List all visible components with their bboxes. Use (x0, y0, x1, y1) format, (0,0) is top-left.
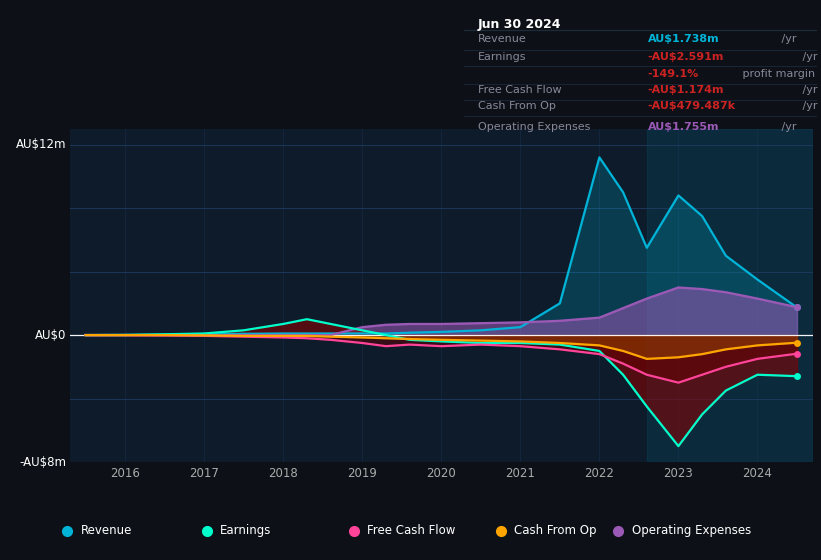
Text: AU$1.755m: AU$1.755m (648, 122, 719, 132)
Text: -AU$8m: -AU$8m (19, 455, 66, 469)
Text: Revenue: Revenue (478, 34, 527, 44)
Text: AU$0: AU$0 (34, 329, 66, 342)
Text: Operating Expenses: Operating Expenses (478, 122, 590, 132)
Text: AU$12m: AU$12m (16, 138, 66, 151)
Text: -AU$2.591m: -AU$2.591m (648, 53, 724, 63)
Text: Earnings: Earnings (478, 53, 526, 63)
Text: /yr: /yr (778, 122, 796, 132)
Text: Earnings: Earnings (220, 524, 272, 537)
Text: -AU$1.174m: -AU$1.174m (648, 85, 724, 95)
Text: -AU$479.487k: -AU$479.487k (648, 101, 736, 111)
Text: Free Cash Flow: Free Cash Flow (367, 524, 456, 537)
Text: /yr: /yr (800, 53, 818, 63)
Bar (647, 129, 813, 462)
Text: Jun 30 2024: Jun 30 2024 (478, 18, 562, 31)
Text: Operating Expenses: Operating Expenses (631, 524, 750, 537)
Text: Free Cash Flow: Free Cash Flow (478, 85, 562, 95)
Text: Revenue: Revenue (80, 524, 132, 537)
Text: Cash From Op: Cash From Op (478, 101, 556, 111)
Text: profit margin: profit margin (739, 69, 815, 80)
Text: /yr: /yr (800, 85, 818, 95)
Text: /yr: /yr (800, 101, 818, 111)
Text: AU$1.738m: AU$1.738m (648, 34, 719, 44)
Text: -149.1%: -149.1% (648, 69, 699, 80)
Text: Cash From Op: Cash From Op (514, 524, 596, 537)
Text: /yr: /yr (778, 34, 796, 44)
